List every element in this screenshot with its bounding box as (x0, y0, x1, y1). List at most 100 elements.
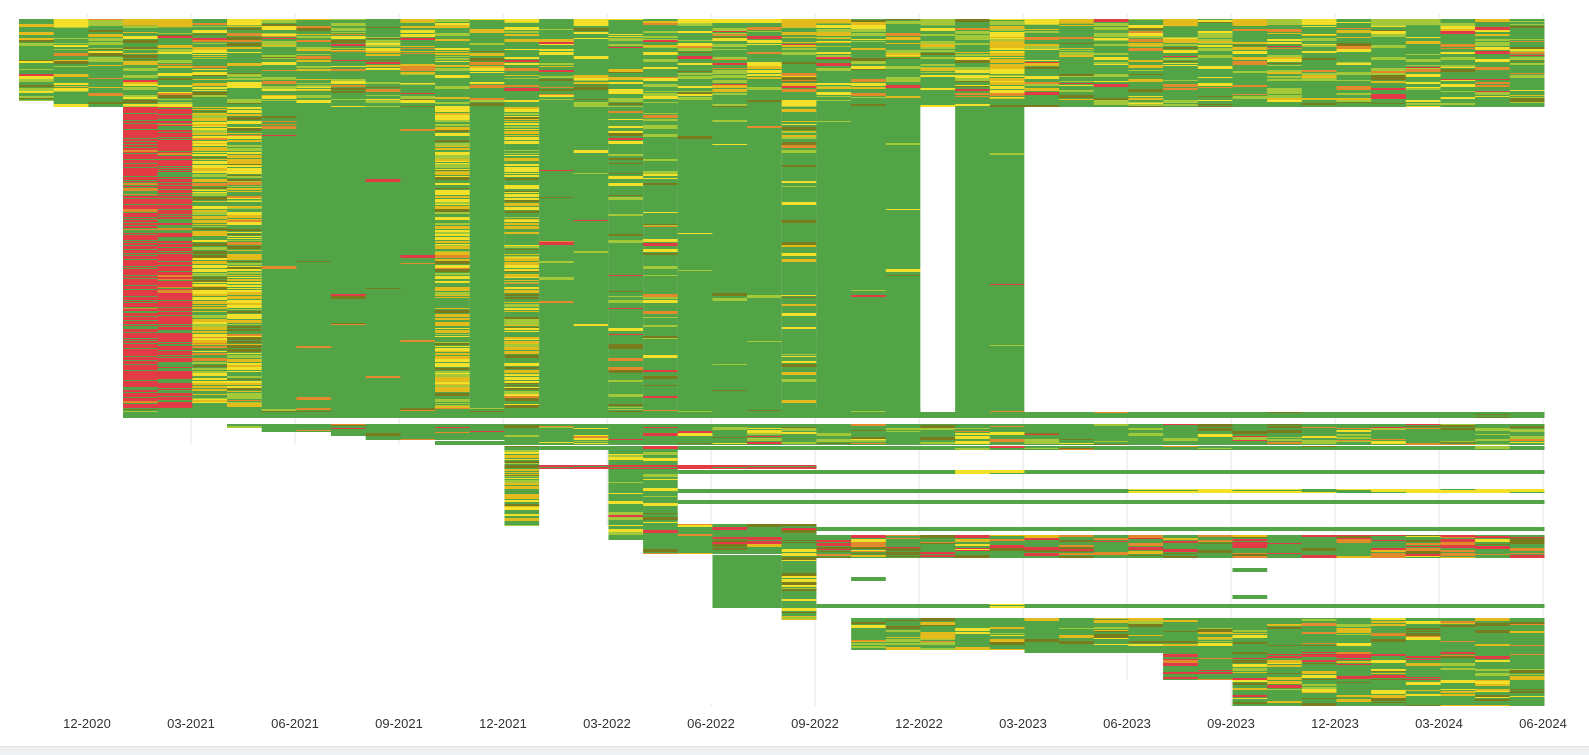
heatmap-cell (192, 247, 228, 250)
heatmap-cell (920, 50, 956, 52)
heatmap-cell (435, 152, 470, 155)
heatmap-cell (227, 198, 262, 199)
heatmap-cell (123, 282, 158, 283)
heatmap-cell (123, 349, 158, 351)
heatmap-cell (1093, 631, 1129, 632)
heatmap-cell (157, 308, 193, 309)
heatmap-cell (123, 121, 158, 123)
heatmap-cell (192, 83, 228, 86)
heatmap-cell (123, 309, 158, 311)
heatmap-cell (1232, 57, 1268, 60)
heatmap-cell (712, 57, 748, 59)
heatmap-cell (608, 36, 644, 37)
heatmap-cell (781, 553, 817, 556)
heatmap-cell (781, 428, 817, 431)
heatmap-cell (435, 381, 470, 382)
heatmap-cell (885, 552, 921, 555)
heatmap-cell (123, 388, 158, 390)
heatmap-cell (227, 334, 262, 336)
heatmap-cell (1509, 102, 1545, 103)
heatmap-cell (227, 110, 262, 112)
heatmap-cell (1440, 689, 1476, 690)
heatmap-cell (1024, 46, 1060, 49)
heatmap-cell (677, 107, 782, 412)
heatmap-cell (157, 374, 193, 376)
heatmap-cell (123, 95, 158, 97)
heatmap-cell (123, 226, 158, 228)
heatmap-cell (1509, 631, 1545, 633)
heatmap-cell (712, 298, 748, 301)
heatmap-cell (643, 479, 678, 480)
heatmap-cell (1440, 621, 1476, 623)
heatmap-cell (955, 535, 990, 538)
heatmap-cell (1371, 57, 1406, 60)
heatmap-cell (677, 31, 713, 33)
heatmap-cell (1093, 64, 1129, 65)
heatmap-cell (227, 26, 262, 27)
heatmap-cell (851, 625, 886, 628)
heatmap-cell (1336, 63, 1372, 65)
heatmap-cell (1336, 556, 1372, 558)
heatmap-cell (1475, 705, 1510, 706)
heatmap-cell (1163, 80, 1198, 81)
heatmap-cell (1440, 553, 1476, 556)
heatmap-cell (192, 399, 228, 400)
heatmap-cell (573, 438, 609, 440)
heatmap-cell (504, 108, 540, 109)
heatmap-cell (747, 465, 782, 466)
heatmap-cell (1128, 555, 1164, 556)
heatmap-cell (365, 65, 401, 67)
heatmap-cell (1301, 548, 1337, 551)
heatmap-cell (192, 150, 228, 151)
heatmap-cell (123, 174, 158, 176)
heatmap-cell (1197, 20, 1233, 22)
heatmap-cell (192, 220, 228, 223)
heatmap-cell (677, 23, 713, 26)
heatmap-cell (400, 99, 436, 100)
heatmap-cell (1093, 100, 1129, 103)
heatmap-cell (157, 262, 193, 264)
heatmap-cell (1024, 62, 1060, 63)
heatmap-cell (227, 181, 262, 182)
heatmap-cell (955, 52, 990, 53)
heatmap-cell (712, 390, 748, 391)
heatmap-cell (955, 75, 990, 78)
heatmap-cell (435, 269, 470, 272)
heatmap-cell (1405, 705, 1441, 706)
heatmap-cell (261, 20, 297, 23)
heatmap-cell (989, 98, 1025, 99)
heatmap-cell (296, 261, 332, 262)
heatmap-cell (747, 433, 782, 435)
heatmap-cell (192, 87, 228, 89)
heatmap-cell (504, 194, 540, 197)
heatmap-cell (504, 374, 540, 375)
heatmap-cell (677, 467, 713, 469)
heatmap-cell (504, 78, 540, 79)
heatmap-cell (989, 105, 1025, 107)
heatmap-cell (192, 267, 228, 268)
heatmap-cell (123, 313, 158, 316)
heatmap-cell (643, 29, 678, 30)
heatmap-cell (123, 317, 158, 320)
heatmap-cell (157, 194, 193, 195)
heatmap-cell (435, 202, 470, 204)
heatmap-cell (192, 70, 228, 71)
heatmap-cell (504, 153, 540, 154)
heatmap-cell (123, 207, 158, 209)
heatmap-cell (781, 524, 817, 526)
heatmap-cell (608, 214, 644, 216)
heatmap-cell (1301, 557, 1337, 558)
heatmap-cell (747, 410, 782, 411)
heatmap-cell (1232, 29, 1268, 31)
heatmap-cell (435, 180, 470, 182)
heatmap-cell (677, 76, 713, 79)
heatmap-cell (157, 244, 193, 247)
heatmap-cell (227, 250, 262, 251)
heatmap-cell (608, 501, 644, 504)
heatmap-cell (400, 439, 436, 440)
heatmap-cell (1128, 106, 1164, 107)
heatmap-cell (88, 20, 123, 23)
heatmap-cell (435, 292, 470, 295)
heatmap-cell (816, 554, 852, 556)
